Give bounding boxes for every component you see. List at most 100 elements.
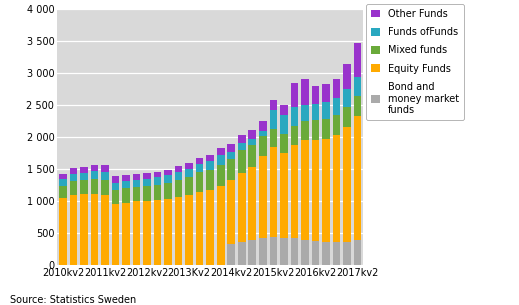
Bar: [217, 165, 225, 186]
Bar: [80, 194, 88, 265]
Bar: [165, 175, 172, 183]
Bar: [227, 159, 235, 180]
Bar: [91, 165, 98, 171]
Bar: [70, 174, 77, 181]
Bar: [175, 172, 182, 180]
Bar: [343, 242, 351, 265]
Bar: [207, 161, 214, 170]
Bar: [112, 176, 119, 182]
Bar: [165, 183, 172, 199]
Bar: [322, 242, 330, 265]
Bar: [269, 129, 277, 148]
Bar: [165, 170, 172, 175]
Bar: [269, 110, 277, 129]
Bar: [196, 192, 203, 265]
Bar: [249, 130, 256, 139]
Legend: Other Funds, Funds ofFunds, Mixed funds, Equity Funds, Bond and
money market
fun: Other Funds, Funds ofFunds, Mixed funds,…: [366, 4, 464, 120]
Bar: [343, 107, 351, 127]
Bar: [175, 197, 182, 265]
Bar: [133, 180, 140, 187]
Bar: [343, 127, 351, 242]
Bar: [70, 195, 77, 265]
Bar: [291, 145, 298, 239]
Bar: [80, 180, 88, 194]
Bar: [227, 180, 235, 244]
Bar: [101, 172, 109, 180]
Bar: [185, 177, 193, 195]
Bar: [269, 148, 277, 237]
Bar: [301, 140, 309, 240]
Bar: [322, 138, 330, 242]
Bar: [291, 126, 298, 145]
Bar: [91, 171, 98, 179]
Bar: [238, 135, 245, 143]
Bar: [185, 163, 193, 169]
Bar: [301, 105, 309, 121]
Bar: [185, 195, 193, 265]
Bar: [238, 242, 245, 265]
Bar: [249, 167, 256, 240]
Bar: [91, 179, 98, 194]
Bar: [269, 100, 277, 110]
Bar: [249, 139, 256, 145]
Bar: [333, 135, 340, 242]
Bar: [259, 238, 267, 265]
Bar: [122, 203, 130, 265]
Bar: [259, 121, 267, 131]
Bar: [70, 181, 77, 195]
Bar: [112, 190, 119, 204]
Bar: [354, 240, 361, 265]
Bar: [311, 241, 319, 265]
Bar: [333, 242, 340, 265]
Bar: [280, 135, 288, 153]
Bar: [322, 84, 330, 102]
Bar: [280, 115, 288, 135]
Bar: [143, 173, 151, 178]
Bar: [59, 186, 66, 198]
Bar: [354, 117, 361, 240]
Bar: [291, 107, 298, 126]
Bar: [238, 173, 245, 242]
Bar: [249, 145, 256, 167]
Bar: [101, 180, 109, 195]
Bar: [122, 188, 130, 203]
Bar: [154, 200, 161, 265]
Bar: [343, 89, 351, 107]
Bar: [154, 185, 161, 200]
Bar: [301, 121, 309, 140]
Bar: [333, 98, 340, 115]
Bar: [70, 168, 77, 174]
Bar: [101, 165, 109, 172]
Bar: [196, 164, 203, 172]
Bar: [91, 194, 98, 265]
Bar: [227, 144, 235, 152]
Bar: [259, 136, 267, 156]
Bar: [196, 172, 203, 192]
Bar: [207, 190, 214, 265]
Bar: [238, 150, 245, 173]
Bar: [217, 155, 225, 165]
Bar: [80, 167, 88, 173]
Text: Source: Statistics Sweden: Source: Statistics Sweden: [10, 296, 136, 305]
Bar: [59, 198, 66, 265]
Bar: [101, 195, 109, 265]
Bar: [112, 182, 119, 190]
Bar: [311, 140, 319, 241]
Bar: [143, 178, 151, 186]
Bar: [133, 201, 140, 265]
Bar: [227, 244, 235, 265]
Bar: [59, 179, 66, 186]
Bar: [249, 240, 256, 265]
Bar: [354, 96, 361, 117]
Bar: [259, 131, 267, 136]
Bar: [301, 79, 309, 105]
Bar: [280, 105, 288, 115]
Bar: [154, 172, 161, 177]
Bar: [291, 239, 298, 265]
Bar: [185, 169, 193, 177]
Bar: [354, 43, 361, 77]
Bar: [143, 186, 151, 201]
Bar: [122, 175, 130, 181]
Bar: [154, 177, 161, 185]
Bar: [354, 77, 361, 96]
